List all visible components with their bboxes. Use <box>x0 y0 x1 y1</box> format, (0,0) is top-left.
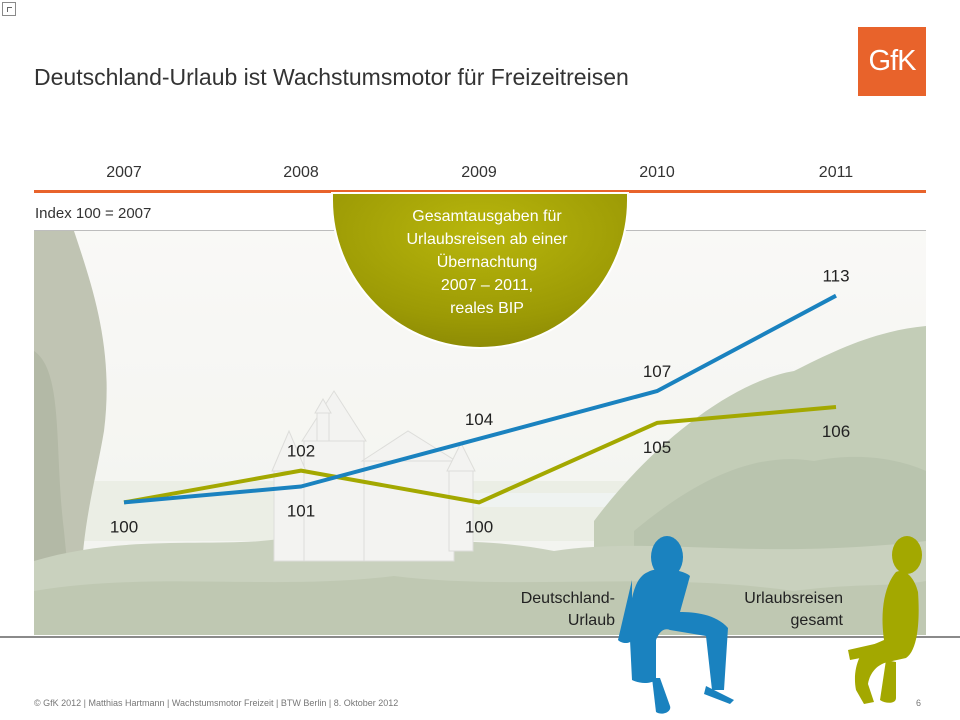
year-label: 2009 <box>461 164 497 181</box>
page-number: 6 <box>916 698 922 708</box>
legend-line: Urlaub <box>567 612 615 629</box>
index-note: Index 100 = 2007 <box>35 205 152 222</box>
bubble-line: reales BIP <box>450 300 524 317</box>
page-title: Deutschland-Urlaub ist Wachstumsmotor fü… <box>34 64 629 90</box>
slide-corner-icon <box>2 2 16 16</box>
bubble-line: Gesamtausgaben für <box>412 208 562 225</box>
legend-deutschland-urlaub: Deutschland- Urlaub <box>470 588 615 632</box>
footer-rule <box>0 636 960 638</box>
bubble-line: 2007 – 2011, <box>440 277 534 294</box>
year-label: 2010 <box>639 164 675 181</box>
legend-line: Urlaubsreisen <box>744 590 843 607</box>
footer-text: © GfK 2012 | Matthias Hartmann | Wachstu… <box>34 698 399 708</box>
year-label: 2011 <box>818 164 854 181</box>
bubble-annotation: Gesamtausgaben für Urlaubsreisen ab eine… <box>346 205 628 320</box>
year-label: 2008 <box>283 164 319 181</box>
gfk-logo: GfK <box>858 27 926 96</box>
legend-line: gesamt <box>790 612 843 629</box>
bubble-line: Urlaubsreisen ab einer <box>406 231 568 248</box>
year-label: 2007 <box>106 164 142 181</box>
header-rule <box>34 190 926 193</box>
legend-urlaubsreisen-gesamt: Urlaubsreisen gesamt <box>690 588 843 632</box>
legend-line: Deutschland- <box>520 590 615 607</box>
bubble-line: Übernachtung <box>436 254 538 271</box>
